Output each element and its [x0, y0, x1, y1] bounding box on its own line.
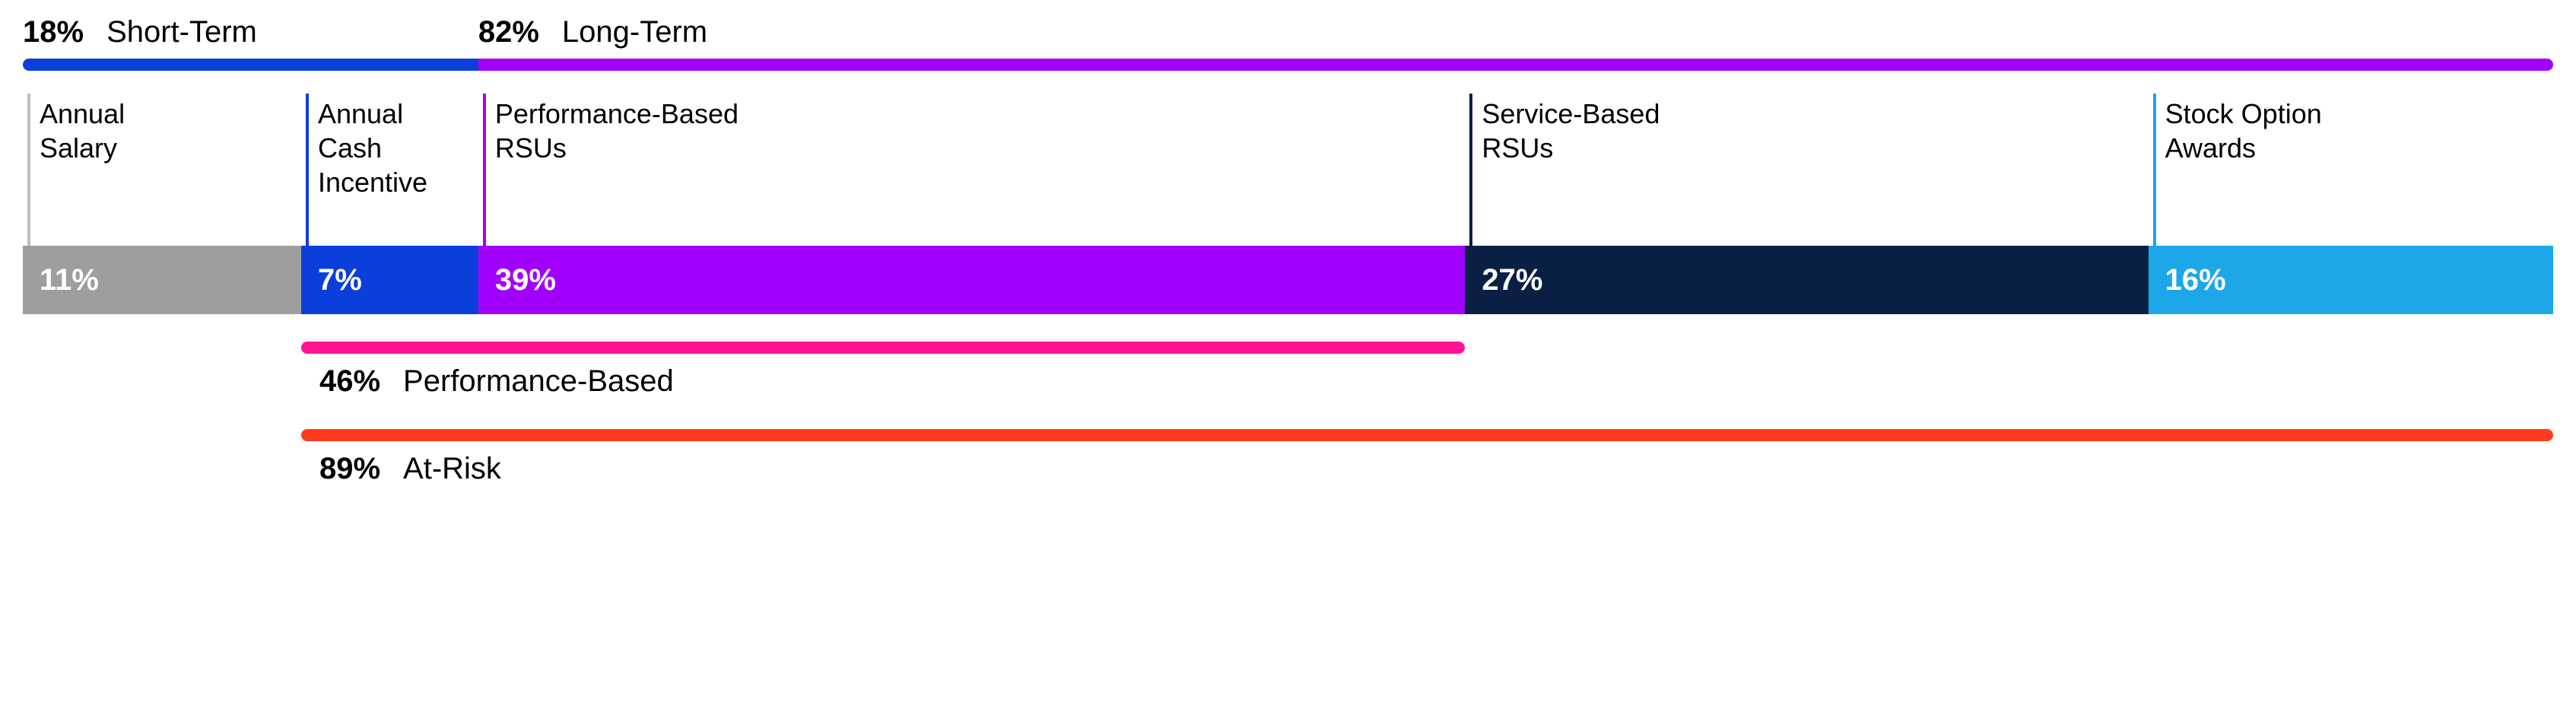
long-term-pct: 82% — [478, 15, 539, 49]
compensation-mix-chart: 18% Short-Term 82% Long-Term Annual Sala… — [23, 15, 2553, 486]
grouping-label: At-Risk — [403, 452, 501, 486]
component-label-area: Stock Option Awards — [2149, 94, 2553, 246]
component-divider — [306, 94, 309, 246]
component-section: Annual Salary 11% Annual Cash Incentive 7% P… — [23, 94, 2553, 314]
component-label: Annual Salary — [40, 97, 301, 165]
long-term-label: Long-Term — [562, 15, 707, 49]
term-bar-long-segment — [478, 59, 2553, 71]
term-bar-short-segment — [23, 59, 478, 71]
component-label: Performance-Based RSUs — [495, 97, 1466, 165]
grouping-perf_based: 46% Performance-Based — [23, 342, 2553, 399]
component-salary: Annual Salary 11% — [23, 94, 301, 314]
component-pct: 7% — [318, 263, 362, 297]
component-bar: 39% — [478, 246, 1466, 314]
long-term-label-group: 82% Long-Term — [478, 15, 2553, 49]
component-pct: 11% — [40, 263, 99, 297]
grouping-label-line: 46% Performance-Based — [301, 364, 2553, 399]
grouping-pct: 46% — [319, 364, 380, 399]
component-divider — [483, 94, 486, 246]
component-label-area: Service-Based RSUs — [1465, 94, 2148, 246]
component-bar: 7% — [301, 246, 478, 314]
term-bar — [23, 59, 2553, 71]
grouping-bar — [301, 342, 1465, 354]
component-pct: 27% — [1482, 263, 1542, 297]
grouping-section: 46% Performance-Based 89% At-Risk — [23, 342, 2553, 486]
component-label-area: Annual Salary — [23, 94, 301, 246]
component-perf_rsu: Performance-Based RSUs 39% — [478, 94, 1466, 314]
component-label: Service-Based RSUs — [1482, 97, 2148, 165]
component-options: Stock Option Awards 16% — [2149, 94, 2553, 314]
component-pct: 16% — [2165, 263, 2226, 297]
short-term-label-group: 18% Short-Term — [23, 15, 478, 49]
component-divider — [2153, 94, 2156, 246]
component-pct: 39% — [495, 263, 556, 297]
component-bar: 27% — [1465, 246, 2148, 314]
component-label: Annual Cash Incentive — [318, 97, 478, 199]
grouping-bar — [301, 429, 2553, 441]
short-term-pct: 18% — [23, 15, 84, 49]
grouping-at_risk: 89% At-Risk — [23, 429, 2553, 486]
component-label-area: Performance-Based RSUs — [478, 94, 1466, 246]
grouping-label: Performance-Based — [403, 364, 674, 399]
component-divider — [1469, 94, 1472, 246]
component-bar: 11% — [23, 246, 301, 314]
component-bar: 16% — [2149, 246, 2553, 314]
component-svc_rsu: Service-Based RSUs 27% — [1465, 94, 2148, 314]
component-divider — [27, 94, 30, 246]
short-term-label: Short-Term — [106, 15, 257, 49]
component-label-area: Annual Cash Incentive — [301, 94, 478, 246]
grouping-label-line: 89% At-Risk — [301, 452, 2553, 486]
grouping-pct: 89% — [319, 452, 380, 486]
component-label: Stock Option Awards — [2165, 97, 2553, 165]
component-cash_inc: Annual Cash Incentive 7% — [301, 94, 478, 314]
top-term-labels: 18% Short-Term 82% Long-Term — [23, 15, 2553, 49]
